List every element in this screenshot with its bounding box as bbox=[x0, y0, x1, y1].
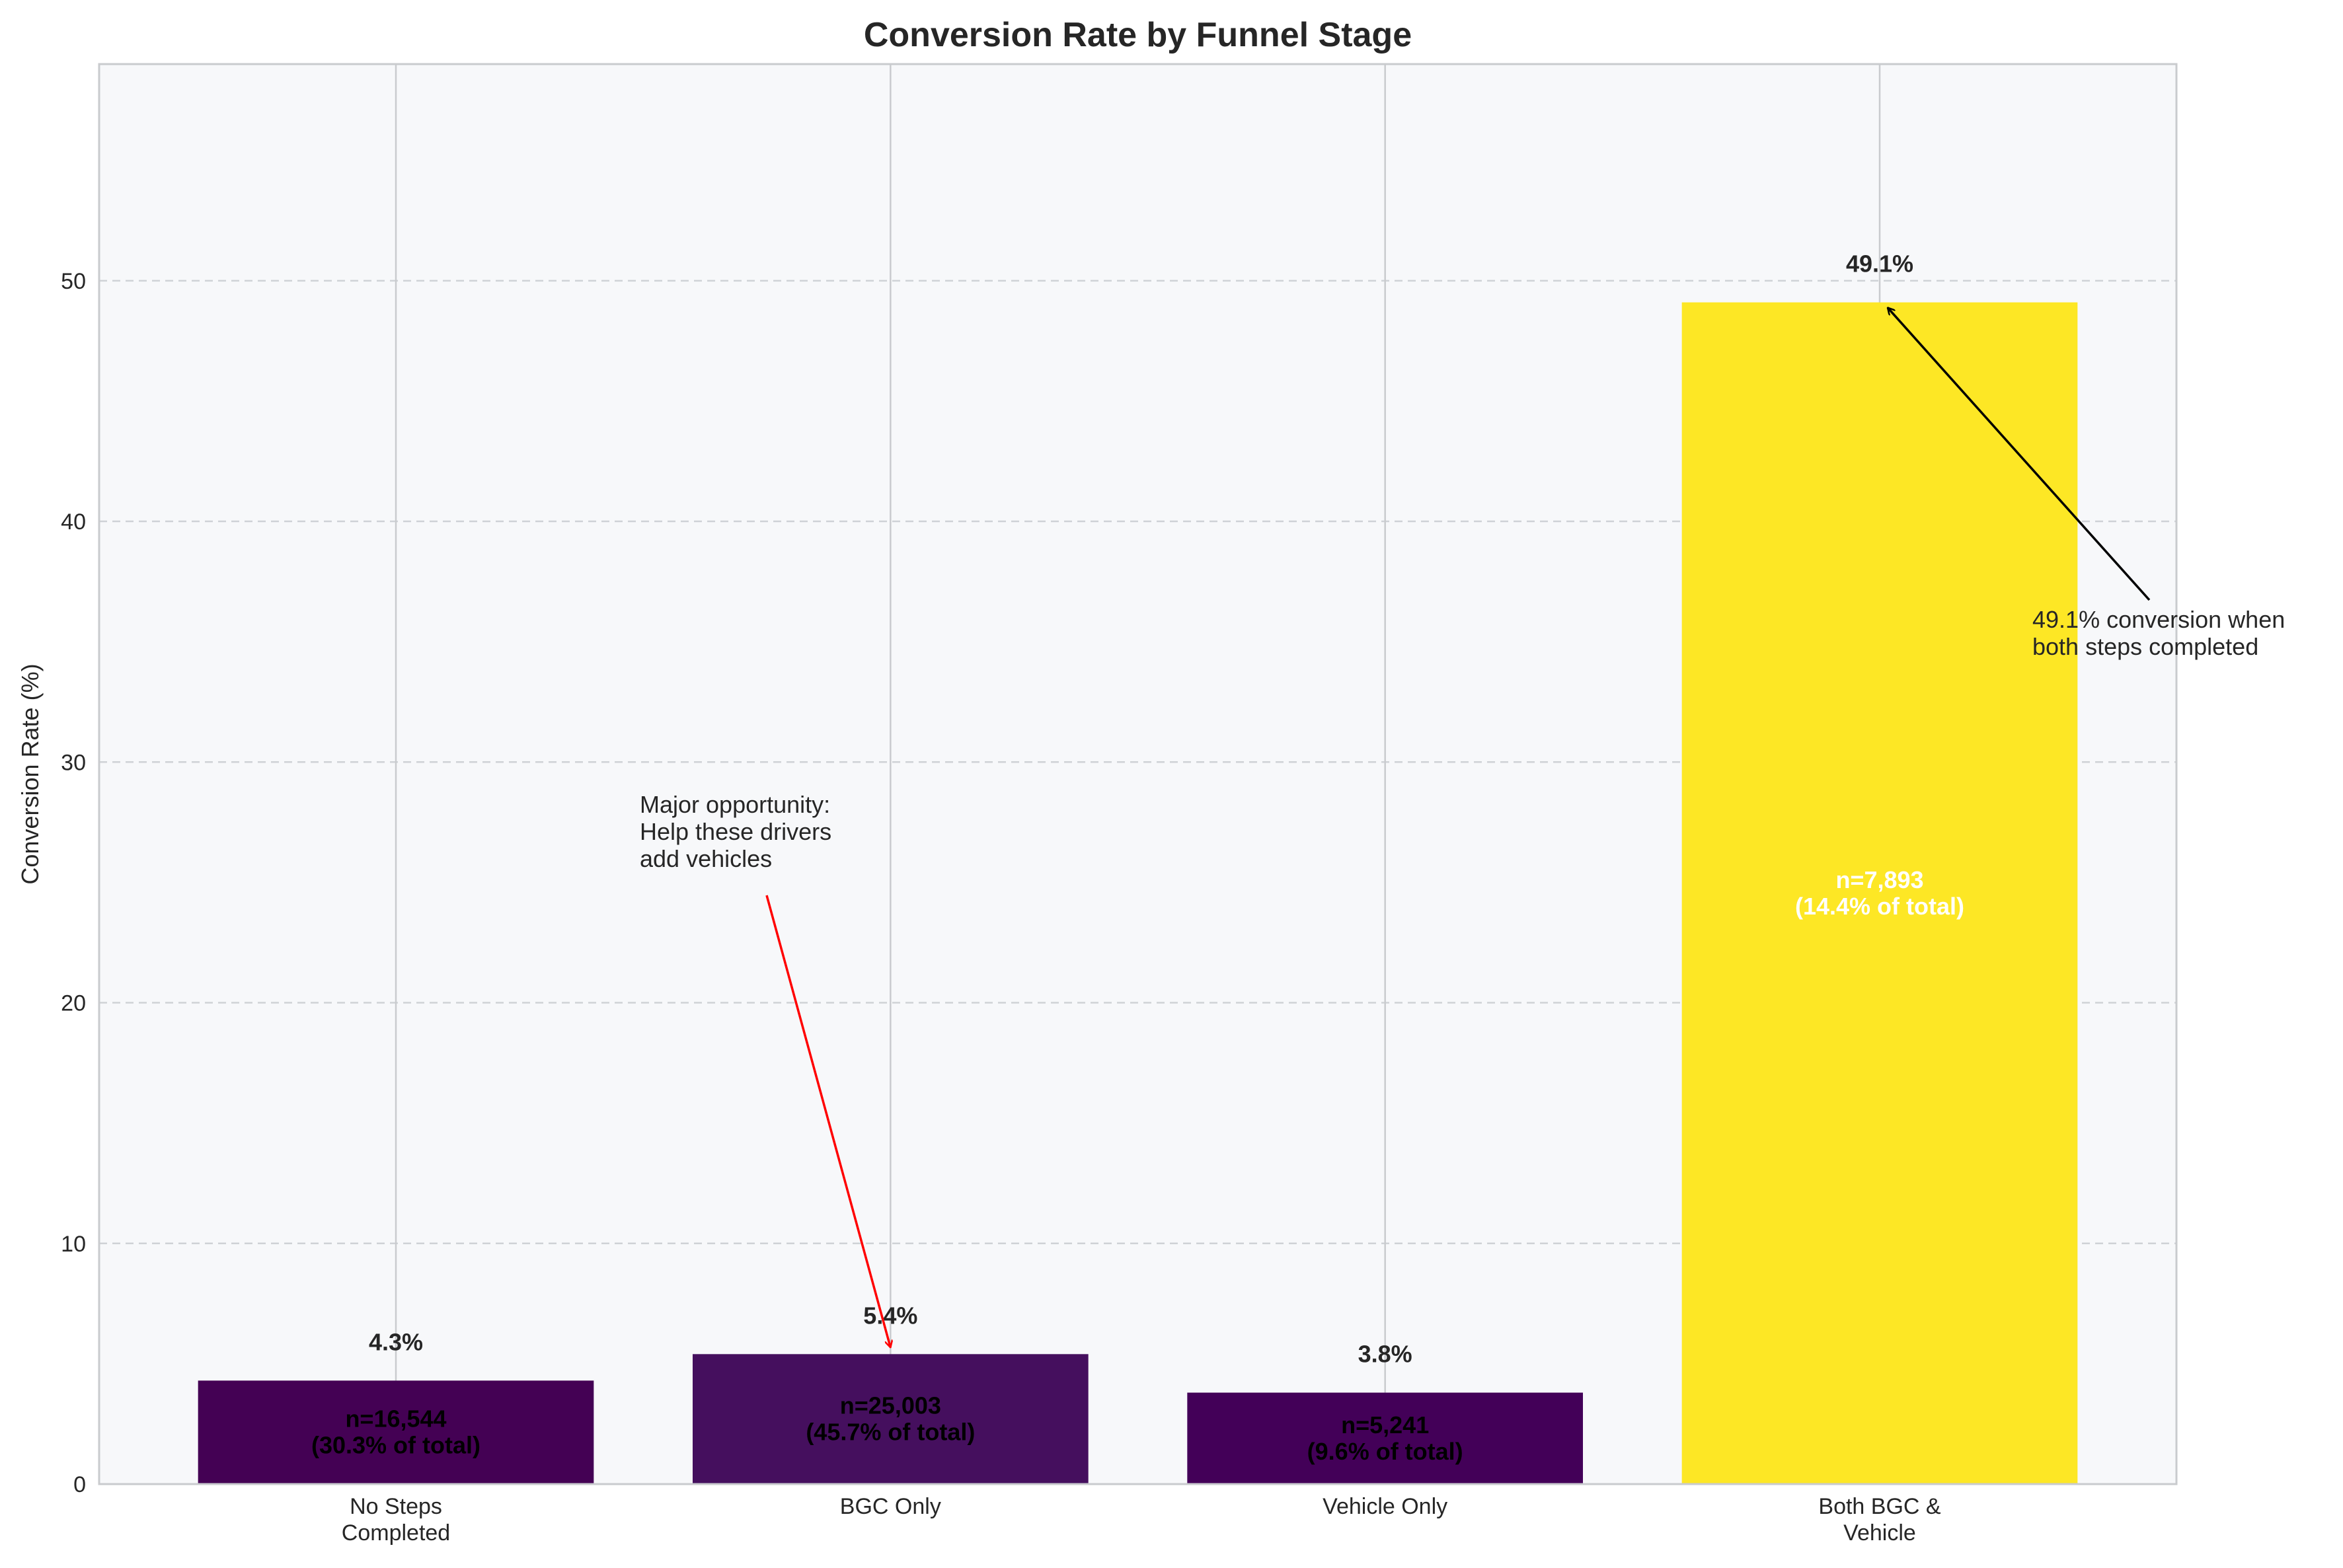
bar-inside-label: n=5,241 bbox=[1341, 1411, 1429, 1438]
x-tick-label: Both BGC & bbox=[1818, 1494, 1941, 1519]
y-tick-label: 10 bbox=[61, 1232, 86, 1257]
x-tick-label: Vehicle bbox=[1843, 1520, 1916, 1546]
annotation-text: 49.1% conversion when bbox=[2032, 606, 2285, 633]
x-tick-label: No Steps bbox=[350, 1494, 442, 1519]
bar bbox=[1681, 302, 2078, 1484]
x-tick-label: Completed bbox=[342, 1520, 450, 1546]
annotation-text: add vehicles bbox=[640, 845, 772, 872]
bar bbox=[693, 1354, 1089, 1484]
bar bbox=[1187, 1392, 1583, 1484]
bar-inside-label: n=7,893 bbox=[1835, 866, 1923, 893]
x-tick-label: BGC Only bbox=[840, 1494, 941, 1519]
chart-title: Conversion Rate by Funnel Stage bbox=[864, 16, 1412, 54]
value-label: 49.1% bbox=[1846, 250, 1913, 278]
bar-inside-label: n=16,544 bbox=[345, 1405, 446, 1433]
bar-inside-label: (14.4% of total) bbox=[1795, 893, 1964, 920]
annotation-arrow bbox=[765, 895, 890, 1347]
annotation-text: Major opportunity: bbox=[640, 791, 830, 818]
bar-inside-label: (9.6% of total) bbox=[1307, 1438, 1463, 1465]
annotation-text: Help these drivers bbox=[640, 818, 831, 845]
y-axis-label: Conversion Rate (%) bbox=[17, 663, 44, 884]
annotation-text: both steps completed bbox=[2032, 633, 2258, 660]
annotation-arrow bbox=[1888, 308, 2151, 601]
bar-inside-label: n=25,003 bbox=[840, 1392, 941, 1419]
value-label: 5.4% bbox=[863, 1302, 917, 1329]
y-tick-label: 30 bbox=[61, 750, 86, 775]
plot-frame bbox=[98, 63, 2178, 1485]
value-label: 4.3% bbox=[369, 1328, 423, 1355]
y-tick-label: 20 bbox=[61, 991, 86, 1016]
bar-inside-label: (45.7% of total) bbox=[806, 1419, 975, 1446]
bar bbox=[198, 1380, 594, 1484]
value-label: 3.8% bbox=[1358, 1341, 1412, 1368]
y-tick-label: 50 bbox=[61, 269, 86, 294]
bar-inside-label: (30.3% of total) bbox=[311, 1432, 480, 1459]
y-tick-label: 0 bbox=[73, 1472, 86, 1497]
x-tick-label: Vehicle Only bbox=[1323, 1494, 1447, 1519]
y-tick-label: 40 bbox=[61, 509, 86, 535]
